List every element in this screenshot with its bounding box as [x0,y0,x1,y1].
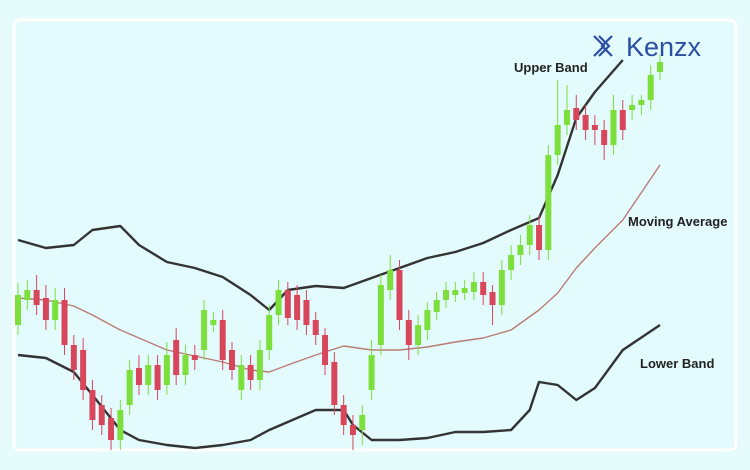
brand: Kenzx [626,32,702,62]
candle-body [424,310,431,330]
candle-body [210,320,217,325]
candle-body [191,355,198,360]
candle-body [545,155,552,250]
candle-body [526,225,533,245]
candle-body [312,320,319,335]
candle-body [610,110,617,145]
candle-body [266,315,273,350]
candle-body [573,108,580,120]
candle-body [638,100,645,105]
candle-body [405,320,412,345]
candle-body [554,125,561,155]
annotation: Lower Band [640,356,714,371]
candle-body [80,350,87,390]
candle-body [582,115,589,130]
annotation: Moving Average [628,214,727,229]
candle-body [201,310,208,350]
candle-body [182,355,189,375]
candle-body [647,75,654,100]
candle-body [396,270,403,320]
candle-body [163,355,170,385]
candle-body [173,340,180,375]
candle-body [498,270,505,305]
candle-body [331,362,338,405]
candle-body [15,295,21,325]
candle-body [24,290,31,300]
candle-body [145,365,152,385]
candle-body [470,282,477,292]
candle-body [219,320,226,360]
candle-body [415,325,422,345]
candle-body [52,300,59,320]
candle-body [70,345,77,370]
frame [12,18,738,452]
candle-body [461,288,468,293]
candle-body [601,130,608,145]
candle-body [657,62,663,72]
candle-body [387,270,394,290]
candle-body [359,415,366,430]
candle-body [517,245,524,255]
candle-body [42,298,49,320]
candle-body [117,410,124,440]
candle-body [349,425,356,435]
candle-body [154,365,161,390]
candle-body [247,365,254,380]
candle-body [33,290,40,305]
candle-body [61,300,68,345]
candle-body [433,300,440,312]
candle-body [229,350,235,370]
candle-body [489,292,496,305]
annotation: Upper Band [514,60,588,75]
candle-body [303,300,310,325]
candle-body [294,295,301,320]
band-line [17,324,661,450]
candle-body [340,405,347,425]
candle-body [452,290,459,295]
candle-body [443,290,449,300]
candle-body [135,368,142,385]
candle-body [629,105,636,110]
candle-body [377,285,384,345]
candle-body [563,110,570,125]
candle-body [619,110,626,130]
candle-body [480,282,487,295]
candle-body [284,290,291,318]
candle-body [508,255,515,270]
band-line [17,164,661,373]
candle-body [591,125,598,130]
candle-body [238,365,245,390]
logo-icon [593,35,613,57]
candle-body [89,390,96,420]
candle-body [98,405,105,425]
candle-body [322,335,329,365]
candle-body [126,370,133,405]
candle-body [368,355,375,390]
candle-body [108,418,115,440]
candle-body [536,225,543,250]
candle-body [275,290,282,315]
candle-body [256,350,263,380]
